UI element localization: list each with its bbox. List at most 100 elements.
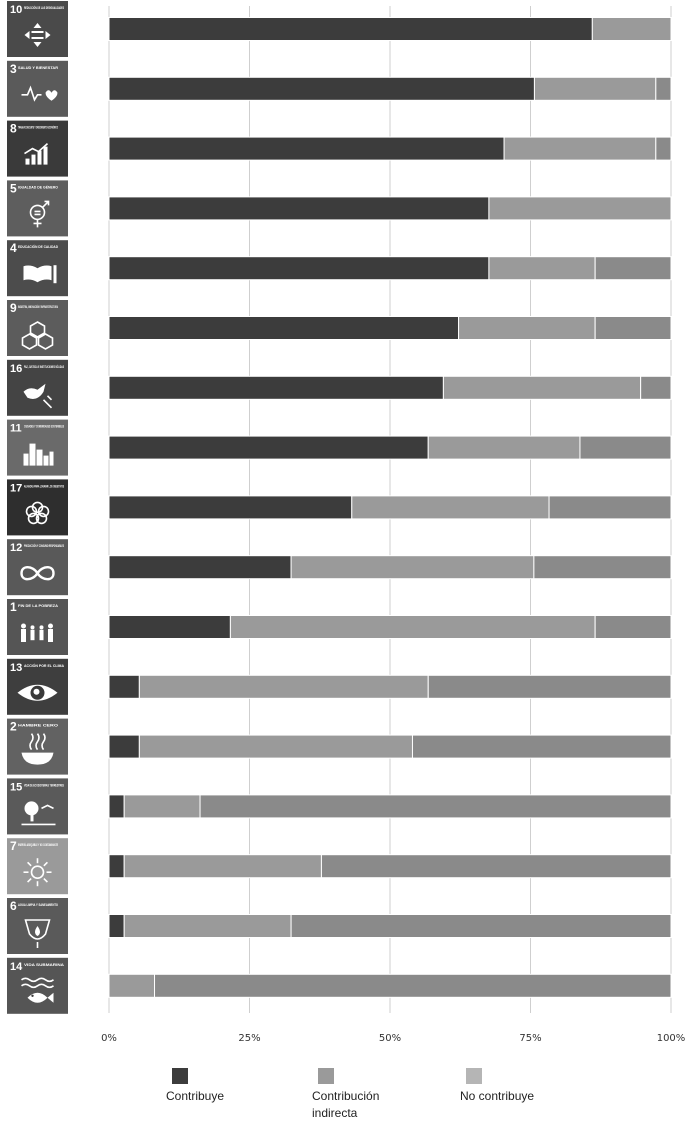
goal-label: CIUDADES Y COMUNIDADES SOSTENIBLES — [24, 425, 64, 429]
icon-tile — [7, 479, 68, 536]
bar-segment — [154, 973, 672, 998]
bar-segment — [320, 854, 672, 879]
goal-number: 10 — [10, 4, 22, 16]
goal-label: PAZ, JUSTICIA E INSTITUCIONES SÓLIDAS — [24, 364, 64, 369]
bar-segment — [108, 914, 125, 938]
bar-segment — [123, 854, 322, 879]
growth-chart-icon: 8TRABAJO DECENTE Y CRECIMIENTO ECONÓMICO — [7, 120, 68, 177]
goal-label: HAMBRE CERO — [18, 724, 58, 728]
bar-segment — [488, 256, 596, 281]
interlocking-rings-icon: 17 ALIANZAS PARA LOGRAR LOS OBJETIVOS — [7, 479, 68, 536]
tree-bird-icon: 15 VIDA DE ECOSISTEMAS TERRESTRES — [7, 778, 68, 835]
infinity-icon: 12 PRODUCCIÓN Y CONSUMO RESPONSABLES — [7, 539, 68, 596]
bar-segment — [548, 495, 672, 520]
bar-segment — [591, 17, 672, 41]
goal-number: 13 — [10, 662, 22, 674]
bar-segment — [108, 555, 292, 580]
bar-segment — [108, 136, 505, 161]
icon-tile — [7, 539, 68, 596]
goal-label: VIDA DE ECOSISTEMAS TERRESTRES — [24, 783, 64, 787]
icon-tile — [7, 718, 68, 775]
bar-segment — [199, 794, 672, 819]
bar-segment — [411, 734, 672, 759]
bar-segment — [229, 615, 596, 639]
bar-segment — [442, 375, 642, 400]
cubes-icon: 9INDUSTRIA, INNOVACIÓN E INFRAESTRUCTURA — [7, 300, 68, 356]
goal-label: ALIANZAS PARA LOGRAR LOS OBJETIVOS — [24, 484, 64, 488]
bar-segment — [108, 734, 140, 759]
goal-number: 2 — [10, 720, 17, 734]
x-tick-label: 75% — [519, 1033, 541, 1044]
icon-tile — [7, 599, 68, 655]
goal-number: 5 — [10, 181, 17, 195]
goal-label: EDUCACIÓN DE CALIDAD — [18, 244, 58, 249]
family-icon: 1 FIN DE LA POBREZA — [7, 599, 68, 655]
goal-number: 7 — [10, 839, 17, 853]
fish-waves-icon: 14 VIDA SUBMARINA — [7, 957, 68, 1014]
bar-segment — [533, 555, 672, 580]
bar-segment — [108, 794, 125, 819]
bar-segment — [290, 555, 535, 580]
x-tick-label: 0% — [101, 1033, 117, 1044]
bar-segment — [138, 734, 413, 759]
legend-item: Contribución indirecta — [312, 1068, 379, 1120]
legend-swatch — [318, 1068, 334, 1084]
bar-segments — [108, 17, 672, 998]
open-book-icon: 4 EDUCACIÓN DE CALIDAD — [7, 240, 68, 297]
legend-item: No contribuye — [460, 1068, 534, 1103]
city-buildings-icon: 11 CIUDADES Y COMUNIDADES SOSTENIBLES — [7, 419, 68, 476]
bar-segment — [108, 196, 490, 221]
goal-label: VIDA SUBMARINA — [24, 963, 65, 967]
earth-eye-icon: 13 ACCIÓN POR EL CLIMA — [7, 658, 68, 715]
legend-label-line2: indirecta — [312, 1106, 358, 1120]
legend-label: Contribuye — [166, 1089, 224, 1103]
bar-segment — [138, 674, 429, 699]
icon-tile — [7, 419, 68, 476]
legend-label: Contribución — [312, 1089, 379, 1103]
icon-tile — [7, 60, 68, 117]
bar-segment — [351, 495, 550, 520]
bar-segment — [123, 914, 292, 938]
bar-segment — [458, 316, 596, 340]
bar-segment — [108, 256, 490, 281]
goal-number: 9 — [10, 301, 17, 315]
bar-segment — [108, 973, 156, 998]
goal-number: 12 — [10, 542, 22, 554]
goal-label: ENERGÍA ASEQUIBLE Y NO CONTAMINANTE — [18, 842, 58, 847]
bar-segment — [655, 76, 672, 101]
legend-swatch — [466, 1068, 482, 1084]
goal-number: 15 — [10, 781, 22, 793]
food-bowl-icon: 2 HAMBRE CERO — [7, 718, 68, 775]
icon-tile — [7, 300, 68, 356]
goal-number: 16 — [10, 363, 22, 375]
bar-segment — [108, 316, 460, 340]
bar-segment — [655, 136, 672, 161]
bar-segment — [594, 615, 672, 639]
goal-number: 4 — [10, 241, 17, 255]
equality-arrows-icon: 10 REDUCCIÓN DE LAS DESIGUALDADES — [7, 1, 68, 57]
legend-swatch — [172, 1068, 188, 1084]
water-drop-icon: 6 AGUA LIMPIA Y SANEAMIENTO — [7, 898, 68, 954]
bar-segment — [640, 375, 672, 400]
goal-label: REDUCCIÓN DE LAS DESIGUALDADES — [24, 5, 64, 10]
bar-segment — [108, 854, 125, 879]
bar-segment — [108, 615, 231, 639]
goal-label: INDUSTRIA, INNOVACIÓN E INFRAESTRUCTURA — [18, 304, 58, 309]
legend-label: No contribuye — [460, 1089, 534, 1103]
bar-segment — [533, 76, 657, 101]
legend: Contribuye Contribución indirecta No contri… — [166, 1068, 534, 1120]
bar-segment — [488, 196, 672, 221]
bar-segment — [427, 435, 581, 460]
goal-number: 6 — [10, 899, 17, 913]
bar-segment — [108, 435, 429, 460]
heartbeat-icon: 3 SALUD Y BIENESTAR — [7, 60, 68, 117]
goal-label: FIN DE LA POBREZA — [18, 604, 58, 608]
goal-number: 8 — [10, 122, 17, 136]
x-tick-label: 50% — [379, 1033, 401, 1044]
goal-number: 3 — [10, 62, 17, 76]
bar-segment — [108, 17, 593, 41]
sun-icon: 7 ENERGÍA ASEQUIBLE Y NO CONTAMINANTE — [7, 838, 68, 895]
goal-number: 1 — [10, 600, 17, 614]
bar-segment — [108, 495, 353, 520]
